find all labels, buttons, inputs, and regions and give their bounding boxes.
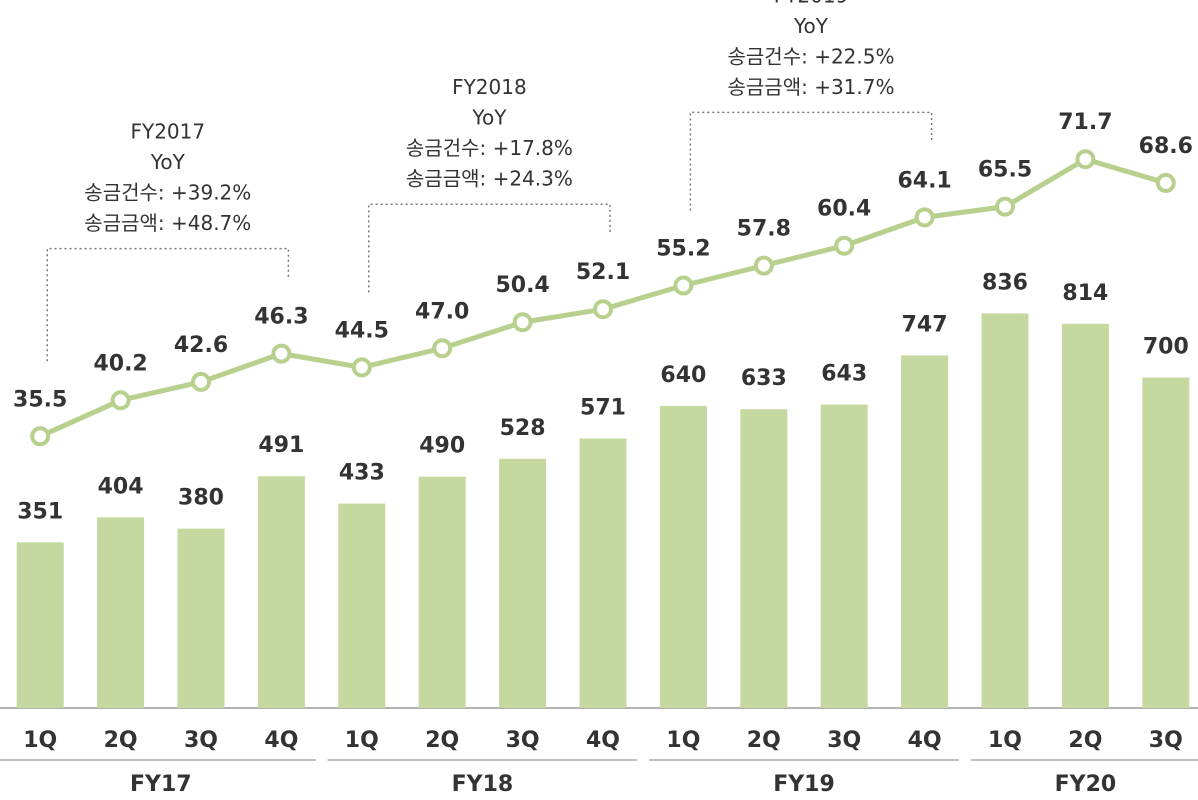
- line-value-label: 47.0: [415, 299, 469, 324]
- group-label: FY18: [452, 772, 514, 797]
- bar: [499, 458, 547, 708]
- x-tick-label: 1Q: [23, 728, 57, 753]
- line-marker: [271, 343, 292, 364]
- bar-value-label: 491: [258, 433, 304, 458]
- bar: [901, 355, 949, 708]
- bar-value-label: 836: [982, 270, 1028, 295]
- bar-value-label: 404: [98, 474, 144, 499]
- bar-value-label: 814: [1062, 281, 1108, 306]
- x-tick-label: 4Q: [908, 728, 942, 753]
- bar: [338, 503, 386, 708]
- line-value-label: 57.8: [737, 217, 791, 242]
- x-tick-label: 2Q: [425, 728, 459, 753]
- line-marker: [753, 255, 774, 276]
- x-tick-label: 2Q: [104, 728, 138, 753]
- group-label: FY19: [773, 772, 835, 797]
- bar-value-label: 380: [178, 486, 224, 511]
- bar: [418, 476, 466, 708]
- x-tick-label: 3Q: [827, 728, 861, 753]
- line-value-label: 42.6: [174, 333, 228, 358]
- x-tick-label: 2Q: [1068, 728, 1102, 753]
- line-marker: [673, 275, 694, 296]
- line-value-label: 71.7: [1058, 110, 1112, 135]
- line-marker: [30, 426, 51, 447]
- bar-value-label: 571: [580, 395, 626, 420]
- line-marker: [191, 371, 211, 392]
- line-marker: [432, 338, 453, 359]
- line-value-label: 55.2: [656, 236, 710, 261]
- annotation-text: 송금금액: +48.7%: [84, 211, 251, 235]
- bar: [97, 517, 145, 708]
- x-tick-label: 1Q: [666, 728, 700, 753]
- line-marker: [512, 312, 533, 333]
- annotation-bracket: [368, 203, 611, 293]
- x-tick-label: 4Q: [264, 728, 298, 753]
- bar: [740, 409, 788, 708]
- line-value-label: 65.5: [978, 158, 1032, 183]
- bar: [177, 528, 225, 708]
- annotation-text: 송금금액: +24.3%: [406, 167, 573, 191]
- bar-value-label: 433: [339, 461, 385, 486]
- annotation-text: YoY: [471, 106, 507, 130]
- line-marker: [914, 207, 935, 228]
- x-tick-label: 1Q: [988, 728, 1022, 753]
- bar-value-label: 351: [17, 499, 63, 524]
- bar-value-label: 747: [902, 312, 948, 337]
- bar: [579, 438, 627, 708]
- x-tick-label: 4Q: [586, 728, 620, 753]
- annotation-text: YoY: [793, 14, 829, 38]
- bar-value-label: 633: [741, 366, 787, 391]
- annotation-bracket: [46, 247, 290, 362]
- annotation-bracket: [689, 111, 933, 211]
- line-marker: [1075, 149, 1096, 170]
- line-marker: [351, 357, 372, 378]
- annotation-text: YoY: [150, 150, 186, 174]
- line-value-label: 52.1: [576, 260, 630, 285]
- annotation-text: 송금건수: +39.2%: [84, 181, 251, 205]
- bar: [659, 405, 707, 708]
- line-marker: [593, 299, 613, 320]
- x-tick-label: 3Q: [506, 728, 540, 753]
- bar: [981, 313, 1029, 708]
- line-value-label: 50.4: [495, 273, 549, 298]
- line-value-label: 35.5: [13, 387, 67, 412]
- bar-value-label: 490: [419, 434, 465, 459]
- line-value-label: 44.5: [335, 318, 389, 343]
- line-value-label: 68.6: [1139, 134, 1193, 159]
- line-marker: [1155, 172, 1176, 193]
- line-value-label: 64.1: [897, 168, 951, 193]
- bar: [1061, 323, 1109, 708]
- annotation-text: FY2019: [774, 0, 849, 7]
- bar-value-label: 528: [500, 416, 546, 441]
- line-value-label: 46.3: [254, 305, 308, 330]
- bar: [1142, 377, 1190, 708]
- line-marker: [995, 196, 1015, 217]
- annotation-text: FY2018: [452, 75, 527, 99]
- bar-value-label: 643: [821, 362, 867, 387]
- bar: [820, 404, 868, 708]
- line-marker: [110, 390, 131, 411]
- bar-value-label: 700: [1143, 335, 1189, 360]
- annotation-text: FY2017: [130, 120, 205, 144]
- group-label: FY20: [1055, 772, 1117, 797]
- group-label: FY17: [130, 772, 192, 797]
- x-tick-label: 2Q: [747, 728, 781, 753]
- bar: [16, 542, 64, 708]
- bar: [257, 476, 305, 708]
- x-tick-label: 3Q: [1149, 728, 1183, 753]
- line-value-label: 60.4: [817, 197, 871, 222]
- x-tick-label: 1Q: [345, 728, 379, 753]
- line-marker: [834, 235, 855, 256]
- annotation-text: 송금금액: +31.7%: [728, 75, 895, 99]
- line-value-label: 40.2: [93, 351, 147, 376]
- annotation-text: 송금건수: +17.8%: [406, 136, 573, 160]
- x-tick-label: 3Q: [184, 728, 218, 753]
- bar-value-label: 640: [660, 363, 706, 388]
- annotation-text: 송금건수: +22.5%: [728, 44, 895, 68]
